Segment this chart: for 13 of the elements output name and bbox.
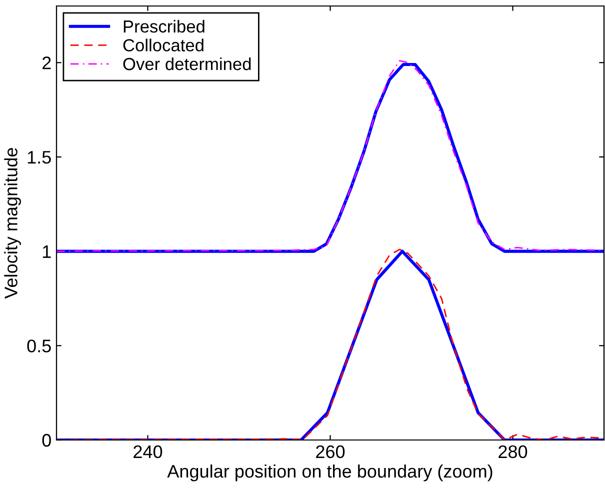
legend-label: Prescribed	[124, 20, 204, 33]
y-tick-label: 0.5	[27, 340, 51, 352]
x-tick-label: 280	[498, 445, 528, 458]
legend-label: Over determined	[123, 57, 251, 70]
x-axis-title: Angular position on the boundary (zoom)	[167, 464, 492, 482]
legend-label: Collocated	[123, 38, 204, 52]
y-axis-title: Velocity magnitude	[4, 148, 21, 299]
x-tick-label: 240	[134, 445, 162, 458]
y-tick-label: 2	[42, 56, 51, 70]
x-tick-label: 260	[316, 445, 345, 458]
y-tick-label: 1	[42, 245, 51, 258]
y-tick-label: 1.5	[28, 151, 51, 164]
y-tick-label: 0	[42, 434, 51, 447]
